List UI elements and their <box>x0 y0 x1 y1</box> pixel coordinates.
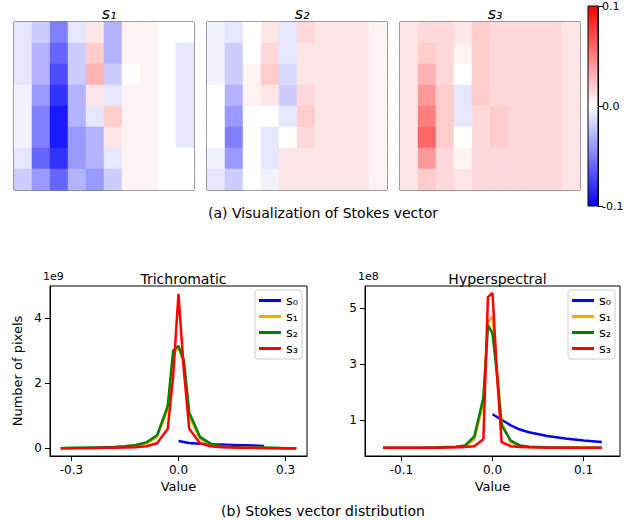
svg-text:3: 3 <box>349 357 357 371</box>
svg-text:0: 0 <box>34 441 42 455</box>
svg-text:1e8: 1e8 <box>358 270 379 283</box>
svg-text:Hyperspectral: Hyperspectral <box>448 271 546 287</box>
svg-text:Trichromatic: Trichromatic <box>139 271 226 287</box>
svg-text:1: 1 <box>349 413 357 427</box>
svg-text:0.1: 0.1 <box>574 463 593 477</box>
svg-text:s₃: s₃ <box>599 341 611 356</box>
svg-text:1e9: 1e9 <box>43 270 64 283</box>
svg-text:0.1: 0.1 <box>602 0 620 13</box>
svg-text:s₁: s₁ <box>102 4 117 23</box>
svg-text:s₂: s₂ <box>286 325 298 340</box>
svg-text:-0.3: -0.3 <box>60 463 83 477</box>
svg-text:0.0: 0.0 <box>483 463 502 477</box>
svg-text:s₁: s₁ <box>286 309 298 324</box>
svg-text:(b) Stokes vector distribution: (b) Stokes vector distribution <box>221 503 425 519</box>
svg-text:0.3: 0.3 <box>276 463 295 477</box>
svg-text:-0.1: -0.1 <box>602 200 623 213</box>
svg-text:5: 5 <box>349 301 357 315</box>
svg-text:0.0: 0.0 <box>602 100 620 113</box>
svg-text:s₀: s₀ <box>599 293 611 308</box>
svg-text:s₁: s₁ <box>599 309 611 324</box>
svg-text:s₀: s₀ <box>286 293 298 308</box>
svg-text:s₂: s₂ <box>599 325 611 340</box>
svg-text:Value: Value <box>161 479 197 494</box>
svg-text:s₃: s₃ <box>286 341 298 356</box>
svg-text:0.0: 0.0 <box>169 463 188 477</box>
svg-text:s₂: s₂ <box>295 4 310 23</box>
svg-text:(a) Visualization of Stokes ve: (a) Visualization of Stokes vector <box>208 205 438 221</box>
svg-text:4: 4 <box>34 311 42 325</box>
svg-text:2: 2 <box>34 376 42 390</box>
svg-text:Number of pixels: Number of pixels <box>10 315 25 426</box>
svg-text:-0.1: -0.1 <box>390 463 413 477</box>
svg-text:Value: Value <box>475 479 511 494</box>
svg-text:s₃: s₃ <box>488 4 503 23</box>
